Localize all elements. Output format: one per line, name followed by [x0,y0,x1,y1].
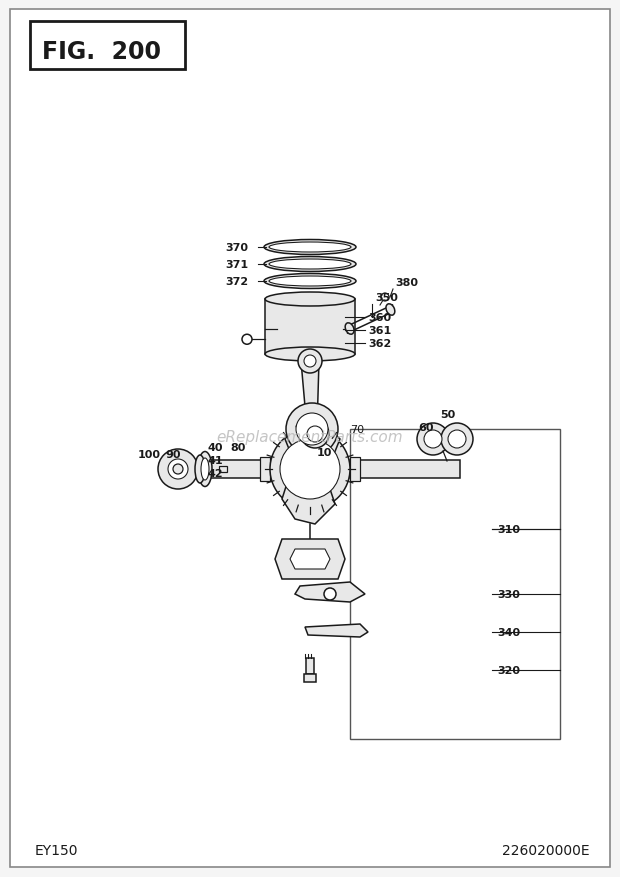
Circle shape [298,350,322,374]
Text: 226020000E: 226020000E [502,843,590,857]
Circle shape [304,355,316,367]
Text: 340: 340 [497,627,520,638]
Text: 50: 50 [440,410,455,419]
Circle shape [296,414,328,446]
Text: 10: 10 [317,447,332,458]
Circle shape [280,439,340,499]
Ellipse shape [264,275,356,289]
Circle shape [441,424,473,455]
Text: eReplacementParts.com: eReplacementParts.com [216,430,404,445]
Text: 41: 41 [207,455,223,466]
Bar [219,467,227,473]
Bar [190,460,270,479]
Text: 362: 362 [368,339,391,348]
Text: EY150: EY150 [35,843,79,857]
Text: 310: 310 [497,524,520,534]
Ellipse shape [265,347,355,361]
Polygon shape [301,361,319,430]
Circle shape [270,430,350,510]
Text: 100: 100 [138,450,161,460]
Bar [306,659,314,674]
Ellipse shape [198,452,212,487]
Circle shape [448,431,466,448]
Text: 42: 42 [207,468,223,479]
Ellipse shape [264,257,356,272]
Bar [260,458,270,481]
Ellipse shape [386,304,395,316]
Circle shape [381,294,389,302]
Text: 372: 372 [225,276,248,287]
Circle shape [324,588,336,601]
Ellipse shape [265,293,355,307]
Polygon shape [295,582,365,602]
Circle shape [173,465,183,474]
Ellipse shape [195,455,205,483]
Text: 350: 350 [375,293,398,303]
Text: 90: 90 [165,450,180,460]
Text: 320: 320 [497,666,520,675]
Text: 40: 40 [207,443,223,453]
Circle shape [417,424,449,455]
Polygon shape [282,474,335,524]
Bar [30,22,185,70]
Circle shape [286,403,338,455]
Polygon shape [305,624,368,638]
Text: 360: 360 [368,312,391,323]
Circle shape [168,460,188,480]
Bar [350,460,460,479]
Ellipse shape [201,459,209,481]
Ellipse shape [269,276,351,287]
Bar [350,430,560,739]
Text: 370: 370 [225,243,248,253]
Ellipse shape [269,243,351,253]
Circle shape [424,431,442,448]
Text: 371: 371 [225,260,248,270]
Text: 60: 60 [418,423,433,432]
Text: 70: 70 [350,424,364,434]
Ellipse shape [269,260,351,270]
Ellipse shape [264,240,356,255]
Polygon shape [275,539,345,580]
Bar [350,458,360,481]
Bar [265,300,355,354]
Circle shape [158,450,198,489]
Circle shape [301,420,329,448]
Text: FIG.  200: FIG. 200 [42,40,161,64]
Text: 80: 80 [230,443,246,453]
Circle shape [307,426,323,443]
Text: 361: 361 [368,325,391,336]
Polygon shape [285,419,340,465]
Text: 330: 330 [497,589,520,599]
Circle shape [242,335,252,345]
Bar [304,674,316,682]
Polygon shape [290,549,330,569]
Text: 380: 380 [395,278,418,288]
Ellipse shape [345,324,354,335]
